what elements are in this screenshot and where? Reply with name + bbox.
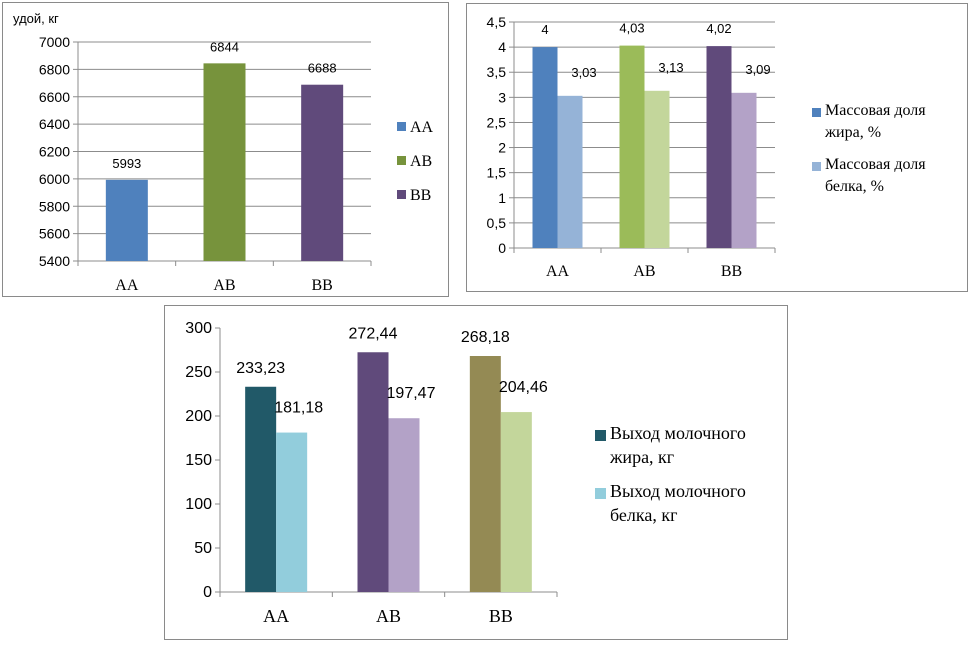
- data-label-fat-AA: 4: [541, 22, 548, 37]
- legend-label-fat: жира, %: [824, 124, 881, 141]
- legend-swatch: [397, 122, 406, 131]
- legend-label: AA: [410, 119, 434, 136]
- data-label-protein-yield-AA: 181,18: [274, 400, 323, 417]
- x-category-label: BB: [489, 606, 513, 626]
- legend-swatch-fat: [812, 108, 821, 117]
- bar-AB: [203, 63, 246, 261]
- x-category-label: AB: [376, 606, 401, 626]
- y-tick-label: 5600: [39, 226, 70, 242]
- y-tick-label: 6600: [39, 89, 70, 105]
- legend-swatch: [397, 190, 406, 199]
- bar-protein-yield-AB: [388, 418, 420, 592]
- y-tick-label: 7000: [39, 34, 70, 50]
- bar-protein-BB: [731, 92, 757, 249]
- y-tick-label: 1,5: [487, 165, 507, 181]
- legend-label-fat-yield: жира, кг: [609, 447, 674, 467]
- y-tick-label: 50: [194, 540, 212, 557]
- milk-yield-chart: удой, кг 5400 5600 5800 6000 6200 6400 6600 6800…: [13, 11, 434, 294]
- data-label-fat-yield-AB: 272,44: [349, 325, 398, 342]
- y-tick-label: 5400: [39, 253, 70, 269]
- legend-label-protein-yield: белка, кг: [610, 505, 677, 525]
- legend-swatch-protein: [812, 162, 821, 171]
- bar-fat-yield-BB: [469, 356, 501, 592]
- legend-label-fat: Массовая доля: [825, 102, 926, 119]
- legend-swatch: [397, 156, 406, 165]
- data-label-protein-yield-BB: 204,46: [499, 379, 548, 396]
- y-tick-label: 0: [498, 240, 506, 256]
- x-category-label: BB: [721, 263, 742, 280]
- legend-swatch-protein-yield: [595, 488, 606, 499]
- bar-protein-yield-AA: [276, 432, 308, 592]
- y-tick-label: 4: [498, 39, 506, 55]
- bar-fat-yield-AB: [357, 352, 389, 592]
- data-label-AA: 5993: [112, 156, 141, 171]
- legend-label-protein-yield: Выход молочного: [610, 481, 746, 501]
- data-label-fat-yield-BB: 268,18: [461, 329, 510, 346]
- x-category-label: AA: [263, 606, 289, 626]
- y-tick-label: 0: [203, 584, 212, 601]
- y-tick-label: 6200: [39, 144, 70, 160]
- data-label-protein-AA: 3,03: [571, 65, 596, 80]
- bar-fat-BB: [706, 46, 732, 249]
- data-label-fat-AB: 4,03: [619, 21, 644, 36]
- data-label-fat-BB: 4,02: [706, 21, 731, 36]
- y-tick-label: 3,5: [487, 64, 507, 80]
- y-tick-label: 4,5: [487, 14, 507, 30]
- data-label-protein-yield-AB: 197,47: [387, 385, 436, 402]
- legend-swatch-fat-yield: [595, 430, 606, 441]
- y-tick-label: 1: [498, 190, 506, 206]
- bar-protein-yield-BB: [500, 412, 532, 592]
- bar-AA: [105, 179, 148, 261]
- y-tick-label: 5800: [39, 198, 70, 214]
- legend-label-protein: белка, %: [825, 178, 884, 195]
- fat-protein-content-chart: 0 0,5 1 1,5 2 2,5 3 3,5 4 4,5 4 3,03 AA 4,03 3,13 AB 4,0…: [487, 14, 927, 280]
- fat-protein-content-chart-panel: 0 0,5 1 1,5 2 2,5 3 3,5 4 4,5 4 3,03 AA 4,03 3,13 AB 4,0…: [466, 3, 968, 292]
- data-label-BB: 6688: [308, 61, 337, 76]
- y-tick-label: 300: [185, 320, 212, 337]
- y-tick-label: 150: [185, 452, 212, 469]
- data-label-AB: 6844: [210, 39, 239, 54]
- y-tick-label: 6400: [39, 116, 70, 132]
- y-tick-label: 2: [498, 140, 506, 156]
- bar-protein-AB: [644, 90, 670, 248]
- y-tick-label: 250: [185, 364, 212, 381]
- bar-fat-AA: [532, 47, 558, 248]
- x-category-label: AB: [213, 277, 235, 294]
- bar-protein-AA: [557, 95, 583, 249]
- fat-protein-yield-chart: 0 50 100 150 200 250 300 233,23 181,18 AA 272,44 19…: [185, 320, 746, 626]
- data-label-fat-yield-AA: 233,23: [236, 360, 285, 377]
- x-category-label: AB: [633, 263, 655, 280]
- x-category-label: BB: [311, 277, 332, 294]
- data-label-protein-BB: 3,09: [745, 62, 770, 77]
- fat-protein-yield-chart-panel: 0 50 100 150 200 250 300 233,23 181,18 AA 272,44 19…: [164, 305, 788, 640]
- legend-label: BB: [410, 187, 431, 204]
- legend-label-fat-yield: Выход молочного: [610, 423, 746, 443]
- y-tick-label: 6000: [39, 171, 70, 187]
- x-category-label: AA: [115, 277, 139, 294]
- y-tick-label: 3: [498, 89, 506, 105]
- y-tick-label: 100: [185, 496, 212, 513]
- y-axis-label: удой, кг: [13, 11, 59, 26]
- bar-fat-yield-AA: [245, 386, 277, 592]
- bar-BB: [301, 84, 344, 261]
- legend-label: AB: [410, 153, 432, 170]
- y-tick-label: 2,5: [487, 114, 507, 130]
- y-tick-label: 0,5: [487, 215, 507, 231]
- x-category-label: AA: [546, 263, 570, 280]
- data-label-protein-AB: 3,13: [658, 60, 683, 75]
- milk-yield-chart-panel: удой, кг 5400 5600 5800 6000 6200 6400 6600 6800…: [2, 2, 449, 297]
- y-tick-label: 6800: [39, 61, 70, 77]
- bar-fat-AB: [619, 45, 645, 248]
- legend-label-protein: Массовая доля: [825, 156, 926, 173]
- y-tick-label: 200: [185, 408, 212, 425]
